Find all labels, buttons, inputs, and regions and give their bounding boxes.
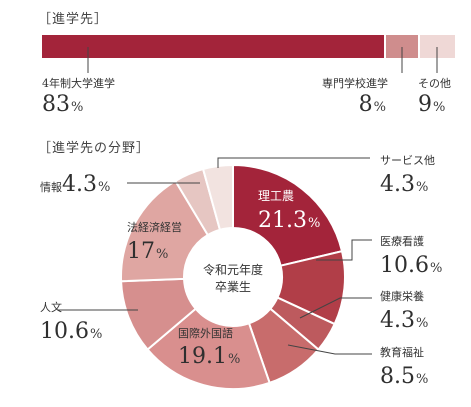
label-humanities-unit: % bbox=[89, 327, 103, 342]
bar-label-university: 4年制大学進学 83% bbox=[42, 75, 115, 116]
bar-unit-university: % bbox=[71, 100, 84, 115]
label-health-unit: % bbox=[416, 316, 429, 331]
bar-value-university: 83 bbox=[42, 92, 70, 117]
label-medical-unit: % bbox=[429, 261, 443, 276]
bar-section-heading: ［進学先］ bbox=[38, 12, 109, 27]
label-medical-name: 医療看護 bbox=[380, 235, 424, 248]
label-science-name: 理工農 bbox=[258, 189, 295, 203]
bar-segment-university bbox=[42, 35, 385, 58]
bar-category-university: 4年制大学進学 bbox=[42, 77, 115, 90]
label-health: 健康栄養 4.3% bbox=[380, 288, 428, 332]
bar-category-vocational: 専門学校進学 bbox=[322, 77, 388, 90]
label-science: 理工農 21.3% bbox=[258, 187, 320, 232]
pie-section-heading: ［進学先の分野］ bbox=[38, 141, 151, 156]
label-humanities-name: 人文 bbox=[40, 301, 62, 314]
center-label-line2: 卒業生 bbox=[214, 280, 251, 294]
leader-line bbox=[217, 157, 370, 168]
bar-unit-other: % bbox=[433, 100, 446, 115]
leader-line bbox=[299, 297, 372, 319]
donut-slice-service bbox=[201, 163, 234, 232]
label-science-unit: % bbox=[307, 216, 321, 231]
label-law: 法経済経営 17% bbox=[127, 219, 182, 263]
label-intl-value: 19.1 bbox=[178, 344, 227, 369]
label-service-value: 4.3 bbox=[380, 172, 415, 197]
label-service: サービス他 4.3% bbox=[380, 152, 435, 196]
label-education-unit: % bbox=[416, 372, 429, 387]
label-law-unit: % bbox=[156, 247, 169, 262]
label-service-unit: % bbox=[416, 180, 429, 195]
label-info: 情報4.3% bbox=[40, 174, 110, 196]
bar-label-vocational: 専門学校進学 8% bbox=[322, 75, 388, 116]
leader-line bbox=[316, 239, 372, 261]
donut-slice-intl bbox=[146, 307, 271, 390]
label-science-value: 21.3 bbox=[258, 208, 307, 233]
bar-category-other: その他 bbox=[418, 77, 451, 90]
label-intl: 国際外国語 19.1% bbox=[178, 325, 240, 368]
label-intl-unit: % bbox=[227, 352, 241, 367]
label-info-value: 4.3 bbox=[62, 172, 97, 197]
label-health-name: 健康栄養 bbox=[380, 290, 424, 303]
label-humanities-value: 10.6 bbox=[40, 319, 89, 344]
label-health-value: 4.3 bbox=[380, 308, 415, 333]
label-medical: 医療看護 10.6% bbox=[380, 233, 442, 277]
bar-label-other: その他 9% bbox=[418, 75, 451, 116]
bar-value-vocational: 8 bbox=[358, 92, 373, 117]
bar-value-other: 9 bbox=[418, 92, 432, 117]
donut-slice-science bbox=[232, 163, 344, 267]
label-education: 教育福祉 8.5% bbox=[380, 344, 428, 388]
label-law-name: 法経済経営 bbox=[127, 221, 182, 234]
bar-segment-other bbox=[419, 35, 455, 58]
label-intl-name: 国際外国語 bbox=[178, 327, 233, 340]
label-education-name: 教育福祉 bbox=[380, 346, 424, 359]
label-service-name: サービス他 bbox=[380, 154, 435, 167]
label-info-unit: % bbox=[98, 180, 111, 195]
donut-center-label: 令和元年度 卒業生 bbox=[199, 262, 267, 296]
bar-unit-vocational: % bbox=[373, 100, 386, 115]
label-education-value: 8.5 bbox=[380, 364, 415, 389]
label-info-name: 情報 bbox=[40, 181, 62, 194]
leader-line bbox=[287, 344, 372, 355]
label-medical-value: 10.6 bbox=[380, 253, 429, 278]
bar-segment-vocational bbox=[386, 35, 418, 58]
label-law-value: 17 bbox=[127, 239, 155, 264]
center-label-line1: 令和元年度 bbox=[202, 263, 263, 277]
label-humanities: 人文 10.6% bbox=[40, 299, 102, 343]
